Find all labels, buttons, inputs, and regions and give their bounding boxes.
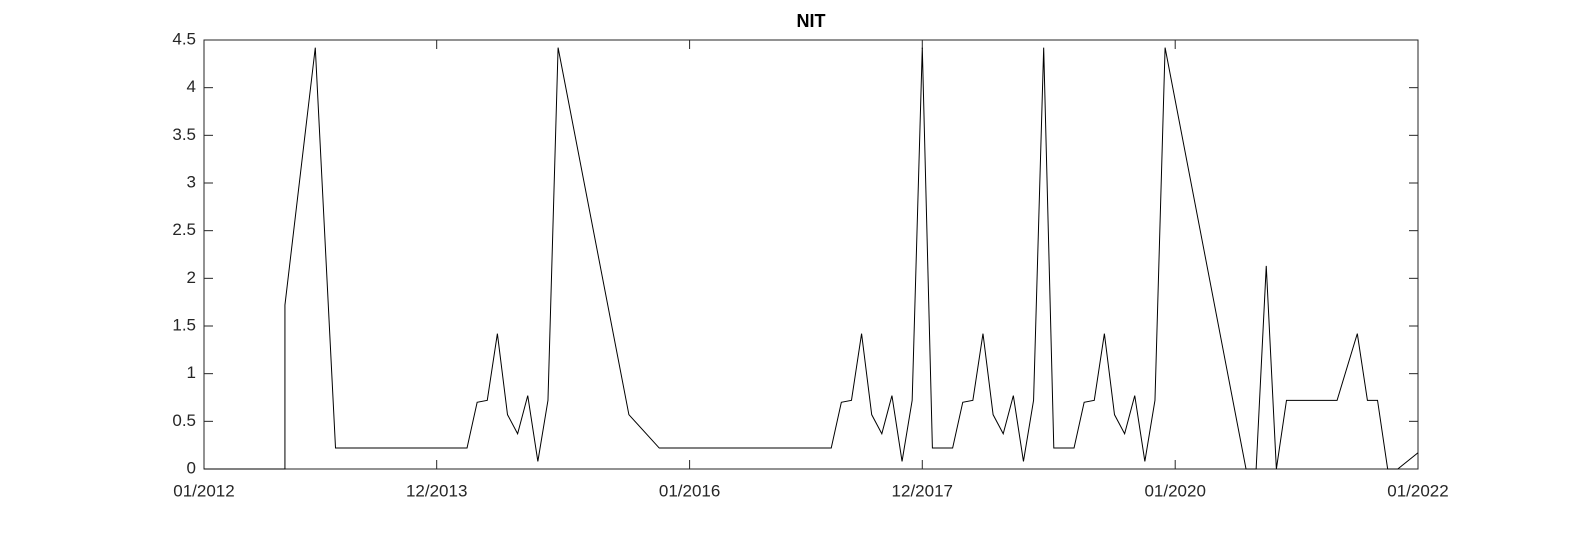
x-tick-label: 01/2022	[1387, 481, 1448, 500]
chart-title: NIT	[797, 11, 826, 31]
y-tick-label: 2	[187, 268, 196, 287]
y-tick-label: 1.5	[172, 315, 196, 334]
y-tick-label: 1	[187, 363, 196, 382]
y-tick-label: 2.5	[172, 220, 196, 239]
y-tick-label: 3	[187, 172, 196, 191]
x-tick-label: 12/2017	[892, 481, 953, 500]
x-tick-label: 12/2013	[406, 481, 467, 500]
y-tick-label: 4	[187, 77, 196, 96]
x-tick-label: 01/2020	[1144, 481, 1205, 500]
x-tick-label: 01/2012	[173, 481, 234, 500]
plot-box	[203, 39, 1419, 470]
y-tick-label: 4.5	[172, 29, 196, 48]
y-tick-label: 0.5	[172, 411, 196, 430]
y-tick-label: 3.5	[172, 125, 196, 144]
x-tick-label: 01/2016	[659, 481, 720, 500]
y-tick-label: 0	[187, 458, 196, 477]
line	[204, 47, 1419, 470]
